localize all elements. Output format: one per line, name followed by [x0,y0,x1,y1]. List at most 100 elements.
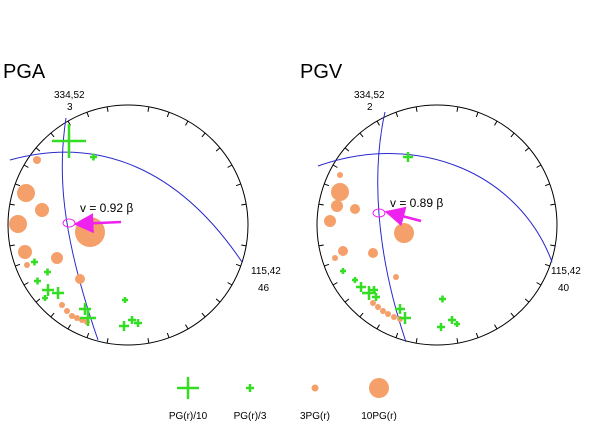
pga-velocity-arrow: v = 0.92 β [62,201,133,234]
tick-mark [201,132,206,138]
tick-mark [86,332,90,338]
green-cross [372,293,380,301]
tick-mark [536,282,542,286]
tick-mark [67,324,71,330]
orange-dot [324,215,336,227]
pgv-orange-dots [324,172,414,322]
green-cross [399,312,411,324]
tick-mark [15,263,21,267]
pga-annotation: v = 0.92 β [80,201,133,215]
green-cross [352,277,358,283]
tick-mark [166,112,170,118]
orange-dot [331,183,349,201]
tick-mark [241,203,247,206]
pgv-pole-top-label: 334,52 [354,90,385,101]
green-cross [119,321,129,331]
pga-pole-top-num: 3 [67,102,73,113]
pgv-velocity-arrow: v = 0.89 β [372,196,443,227]
orange-dot [17,184,35,202]
tick-mark [376,120,380,126]
pgv-great-circle-2 [317,153,553,263]
orange-dot [59,302,65,308]
tick-mark [50,132,55,138]
green-cross [356,282,366,292]
green-cross [128,316,136,324]
green-cross [42,284,54,296]
orange-dot [33,156,41,164]
tick-mark [475,112,479,118]
tick-mark [9,244,15,247]
pga-stereonet-circle [7,104,249,346]
tick-mark [415,106,418,112]
orange-dot [337,172,343,178]
pgv-panel: PGV 334,52 2 115,42 40 [300,61,581,346]
pgv-stereonet-circle [316,104,558,346]
orange-dot [393,274,399,280]
orange-dot [394,223,414,243]
pga-panel: PGA 334,52 3 115,42 46 [3,61,281,346]
tick-mark [166,332,170,338]
green-cross [80,310,96,326]
tick-mark [241,244,247,247]
tick-mark [395,112,399,118]
tick-mark [35,298,41,303]
legend-label: PG(r)/3 [234,411,267,422]
legend-item-large-cross: PG(r)/10 [169,377,208,422]
tick-mark [344,147,350,152]
tick-mark [215,298,221,303]
tick-mark [227,164,233,168]
orange-dot [380,308,386,314]
tick-mark [524,298,530,303]
orange-dot [332,255,338,261]
orange-dot [391,314,397,320]
pga-pole-right-label: 115,42 [251,266,281,277]
tick-mark [536,164,542,168]
green-cross [122,297,128,303]
tick-mark [23,282,29,286]
tick-mark [332,164,338,168]
legend-item-small-cross: PG(r)/3 [234,384,267,422]
tick-mark [215,147,221,152]
tick-mark [544,183,550,187]
tick-mark [475,332,479,338]
tick-mark [344,298,350,303]
orange-dot [370,300,376,306]
tick-mark [35,147,41,152]
orange-dot [9,215,27,233]
tick-mark [395,332,399,338]
tick-mark [494,120,498,126]
tick-mark [147,338,150,344]
green-cross [134,319,142,327]
tick-mark [494,324,498,330]
tick-mark [227,282,233,286]
tick-mark [318,244,324,247]
orange-dot [375,304,381,310]
orange-dot [64,308,70,314]
tick-mark [510,312,515,318]
small-green-cross-icon [246,384,254,392]
green-cross [52,287,64,299]
pgv-green-crosses [340,152,460,331]
green-cross [340,268,346,274]
tick-mark [456,106,459,112]
tick-mark [86,112,90,118]
orange-dot [338,246,348,256]
green-cross [395,304,405,314]
orange-dot [74,315,80,321]
tick-mark [524,147,530,152]
orange-dot [350,204,360,214]
tick-mark [456,338,459,344]
orange-dot [35,203,49,217]
pga-pole-top-label: 334,52 [54,90,85,101]
tick-mark [235,183,241,187]
legend-item-small-dot: 3PG(r) [300,384,330,422]
tick-mark [235,263,241,267]
orange-dot [18,245,32,259]
pga-great-circle-1 [61,117,99,341]
green-cross [403,152,413,162]
tick-mark [332,282,338,286]
pgv-pole-top-num: 2 [367,102,373,113]
orange-dot [385,311,391,317]
green-cross [370,286,378,294]
